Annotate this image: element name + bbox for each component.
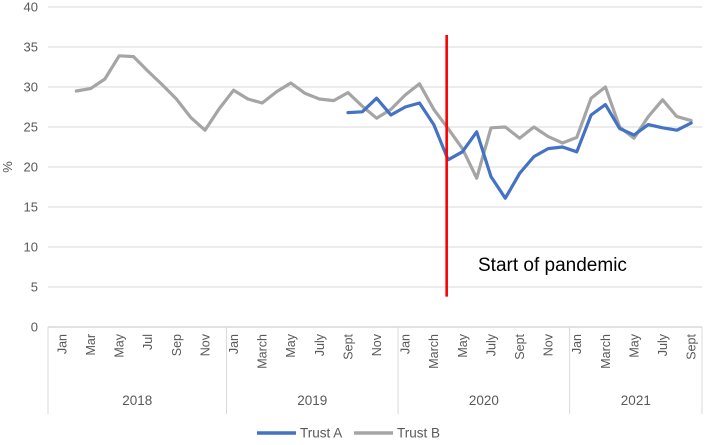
x-axis-month-label: Jan [570, 334, 584, 354]
x-axis-month-label: May [456, 333, 470, 357]
x-axis-month-label: Sept [341, 333, 355, 359]
y-axis-tick-label: 35 [24, 40, 38, 55]
x-axis-month-label: Nov [542, 333, 556, 356]
x-axis-year-label: 2018 [122, 393, 152, 408]
x-axis-month-label: March [599, 334, 613, 369]
legend-label-trust-b: Trust B [397, 426, 440, 441]
x-axis-month-label: May [113, 333, 127, 357]
x-axis-separators [47, 327, 703, 414]
x-axis-year-labels: 2018 2019 2020 2021 [122, 393, 651, 408]
y-axis-tick-label: 25 [24, 120, 38, 135]
series-line-trust-a [346, 96, 693, 200]
series-line-trust-b [74, 54, 693, 180]
y-axis-tick-label: 30 [24, 80, 38, 95]
legend-label-trust-a: Trust A [300, 426, 342, 441]
y-axis-tick-label: 5 [31, 280, 38, 295]
series-lines [74, 54, 693, 200]
legend: Trust A Trust B [257, 426, 440, 441]
x-axis-month-label: Nov [370, 333, 384, 356]
x-axis-month-label: March [256, 334, 270, 369]
x-axis-month-label: July [656, 333, 670, 356]
x-axis-year-label: 2021 [621, 393, 651, 408]
x-axis-month-label: July [313, 333, 327, 356]
y-axis-tick-label: 20 [24, 160, 38, 175]
x-axis-month-label: Jul [141, 334, 155, 350]
x-axis-month-label: Jan [399, 334, 413, 354]
y-axis-title: % [0, 161, 15, 173]
x-axis-month-label: May [627, 333, 641, 357]
y-axis-tick-label: 40 [24, 0, 38, 15]
x-axis-month-label: Jan [55, 334, 69, 354]
x-axis-month-label: Sept [685, 333, 699, 359]
x-axis-month-label: Sep [170, 334, 184, 356]
x-axis-year-label: 2020 [469, 393, 499, 408]
x-axis-month-label: Sept [513, 333, 527, 359]
x-axis-month-label: Jan [227, 334, 241, 354]
x-axis-month-label: March [427, 334, 441, 369]
y-axis-tick-label: 15 [24, 200, 38, 215]
pandemic-annotation-label: Start of pandemic [478, 255, 627, 276]
y-axis-tick-labels: 0 5 10 15 20 25 30 35 40 [24, 0, 38, 335]
x-axis-month-label: Nov [198, 333, 212, 356]
x-axis-month-label: July [484, 333, 498, 356]
x-axis-month-label: Mar [84, 334, 98, 356]
gridlines [48, 6, 702, 328]
y-axis-tick-label: 0 [31, 320, 38, 335]
x-axis-month-labels: Jan Mar May Jul Sep Nov Jan March May July Sept Nov… [55, 333, 698, 368]
x-axis-year-label: 2019 [297, 393, 327, 408]
x-axis-month-label: May [284, 333, 298, 357]
y-axis-tick-label: 10 [24, 240, 38, 255]
